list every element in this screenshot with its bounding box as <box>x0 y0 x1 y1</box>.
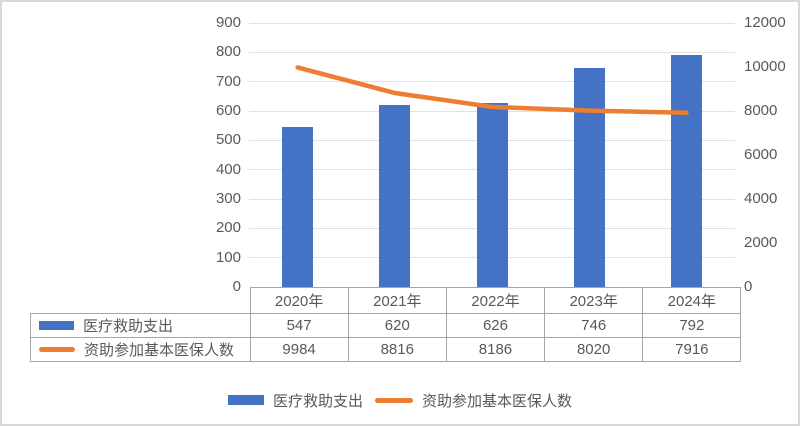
gridline <box>249 51 735 53</box>
left-axis-tick-label: 500 <box>215 131 241 149</box>
series-name-label: 资助参加基本医保人数 <box>84 342 235 359</box>
gridline <box>249 22 735 24</box>
right-axis-tick-label: 12000 <box>744 14 786 31</box>
table-value-cell: 9984 <box>249 337 349 362</box>
line-series-path <box>295 65 689 116</box>
left-axis-tick-label: 400 <box>215 160 241 178</box>
table-category-cell: 2023年 <box>544 287 644 314</box>
series-label-cell: 资助参加基本医保人数 <box>30 337 251 362</box>
left-axis-tick-label: 600 <box>215 102 241 119</box>
left-axis-tick-label: 700 <box>215 72 241 90</box>
table-value-cell: 792 <box>642 313 742 338</box>
left-axis-tick-label: 900 <box>215 14 241 31</box>
table-value-cell: 547 <box>249 313 349 338</box>
right-axis-tick-label: 4000 <box>744 190 778 207</box>
table-value-cell: 620 <box>347 313 447 338</box>
bar <box>573 68 605 287</box>
left-axis-tick-label: 800 <box>215 43 241 61</box>
legend-item-bar-series: 医疗救助支出 <box>227 390 363 411</box>
table-value-cell: 8186 <box>445 337 546 362</box>
table-category-cell: 2021年 <box>347 287 447 314</box>
left-axis-tick-label: 300 <box>215 190 241 207</box>
table-value-cell: 8020 <box>544 337 644 362</box>
line-series <box>295 65 689 116</box>
left-axis-tick-label: 200 <box>215 219 241 237</box>
line-series-swatch-icon <box>39 347 75 352</box>
bar <box>670 54 702 287</box>
legend: 医疗救助支出 资助参加基本医保人数 <box>2 388 798 412</box>
legend-label-bar-series: 医疗救助支出 <box>272 392 363 410</box>
bar <box>476 103 508 287</box>
table-series-row: 医疗救助支出 547 620 626 746 792 <box>30 313 742 338</box>
right-axis-tick-label: 8000 <box>744 102 778 119</box>
series-label-inner: 资助参加基本医保人数 <box>31 339 249 360</box>
table-series-row: 资助参加基本医保人数 9984 8816 8186 8020 7916 <box>30 337 742 362</box>
bar <box>282 126 314 287</box>
bar-series-swatch-icon <box>39 321 74 330</box>
table-value-cell: 8816 <box>347 337 447 362</box>
legend-label-line-series: 资助参加基本医保人数 <box>422 392 573 410</box>
table-value-cell: 7916 <box>642 337 742 362</box>
table-category-cell: 2024年 <box>642 287 742 314</box>
bar <box>379 105 411 287</box>
gridline <box>249 81 735 83</box>
table-value-cell: 626 <box>445 313 546 338</box>
right-axis-tick-label: 0 <box>744 278 753 295</box>
right-axis-tick-label: 2000 <box>744 234 778 251</box>
series-name-label: 医疗救助支出 <box>83 318 174 335</box>
table-category-cell: 2020年 <box>249 287 349 314</box>
left-axis-tick-label: 0 <box>232 278 241 295</box>
series-label-cell: 医疗救助支出 <box>30 313 251 338</box>
table-category-cell: 2022年 <box>445 287 546 314</box>
legend-item-line-series: 资助参加基本医保人数 <box>375 390 572 411</box>
data-table: 2020年 2021年 2022年 2023年 2024年医疗救助支出 547 620 626… <box>30 287 742 362</box>
table-value-cell: 746 <box>544 313 644 338</box>
table-blank-cell <box>31 288 251 314</box>
table-category-row: 2020年 2021年 2022年 2023年 2024年 <box>31 287 742 314</box>
series-label-inner: 医疗救助支出 <box>31 315 249 336</box>
bar-series-swatch-icon <box>227 395 264 405</box>
line-series-swatch-icon <box>375 397 413 403</box>
left-axis-tick-label: 100 <box>215 248 241 266</box>
right-axis-tick-label: 6000 <box>744 146 778 163</box>
right-axis-tick-label: 10000 <box>744 58 786 75</box>
